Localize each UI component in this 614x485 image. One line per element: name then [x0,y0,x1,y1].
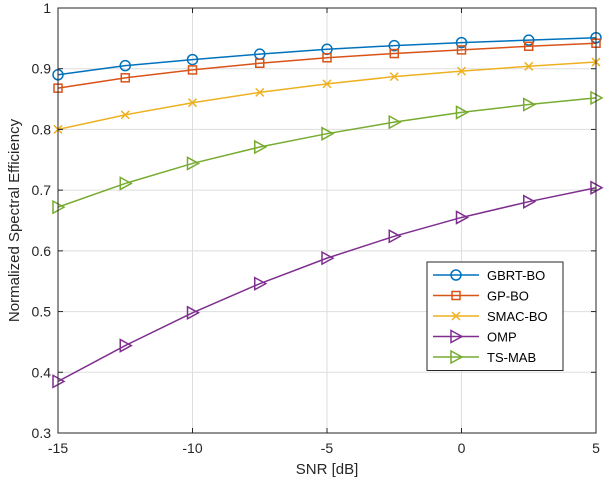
series-line-ts-mab [57,97,597,208]
data-point-gp-bo [322,53,332,63]
data-point-gp-bo [456,45,467,55]
legend-marker-omp [450,329,464,344]
series-line-omp [57,186,597,383]
data-point-gp-bo [255,58,265,68]
data-point-omp [388,229,402,244]
y-tick-label: 0.3 [32,425,52,441]
y-tick-label: 0.8 [32,121,52,137]
legend-label-ts-mab: TS-MAB [487,350,536,365]
data-point-gbrt-bo [119,59,131,72]
data-point-gbrt-bo [523,34,535,46]
data-point-ts-mab [254,139,268,155]
y-axis-label: Normalized Spectral Efficiency [6,118,23,322]
data-point-ts-mab [321,126,335,141]
series-line-gp-bo [57,42,597,89]
legend-label-gp-bo: GP-BO [487,289,529,304]
x-tick-label: 0 [458,440,466,456]
legend-marker-gbrt-bo [450,269,462,281]
data-point-ts-mab [455,105,470,120]
data-point-gp-bo [389,48,399,59]
data-point-gp-bo [187,65,198,75]
y-tick-label: 0.5 [32,304,52,320]
series-gbrt-bo [52,32,602,81]
data-point-ts-mab [388,114,402,130]
y-tick-label: 0.4 [32,364,52,380]
y-tick-label: 0.6 [32,243,52,259]
x-tick-label: -15 [48,440,68,456]
legend-marker-smac-bo [451,311,461,321]
data-point-smac-bo [120,110,130,120]
legend-marker-ts-mab [450,349,464,365]
data-point-smac-bo [389,72,399,82]
data-point-smac-bo [187,98,198,108]
data-point-smac-bo [456,66,467,76]
data-point-gbrt-bo [455,36,468,49]
data-point-omp [186,305,201,321]
y-tick-label: 0.7 [32,182,52,198]
x-tick-label: -5 [321,440,334,456]
data-point-omp [321,250,335,266]
data-point-omp [455,210,470,225]
data-point-gbrt-bo [388,39,400,52]
data-point-omp [254,276,268,291]
tick-labels: -15 -10 -5 0 5 0.3 0.4 0.5 0.6 0.7 0.8 0.9 1 [32,0,601,456]
series-line-gbrt-bo [57,37,597,76]
legend-label-gbrt-bo: GBRT-BO [487,268,545,283]
ticks [57,7,597,434]
x-tick-label: 5 [592,440,600,456]
data-point-ts-mab [119,176,133,191]
legend-label-smac-bo: SMAC-BO [487,309,548,324]
data-point-omp [119,338,133,353]
data-point-ts-mab [186,156,201,171]
series-smac-bo [53,57,601,134]
legend-label-omp: OMP [487,330,517,345]
series-omp [52,180,604,389]
data-point-gp-bo [120,73,130,83]
data-point-smac-bo [255,87,265,97]
legend: GBRT-BO GP-BO SMAC-BO OMP TS-MAB [426,261,564,371]
data-point-smac-bo [322,79,332,89]
y-tick-label: 0.9 [32,61,52,77]
x-axis-label: SNR [dB] [296,461,359,478]
data-point-omp [523,194,537,209]
x-tick-label: -10 [182,440,202,456]
y-tick-label: 1 [43,0,51,16]
data-point-gbrt-bo [186,53,199,66]
data-point-gp-bo [524,41,534,51]
legend-marker-gp-bo [451,290,461,301]
series-group [52,32,604,389]
data-point-smac-bo [524,61,534,71]
data-point-ts-mab [523,97,537,112]
